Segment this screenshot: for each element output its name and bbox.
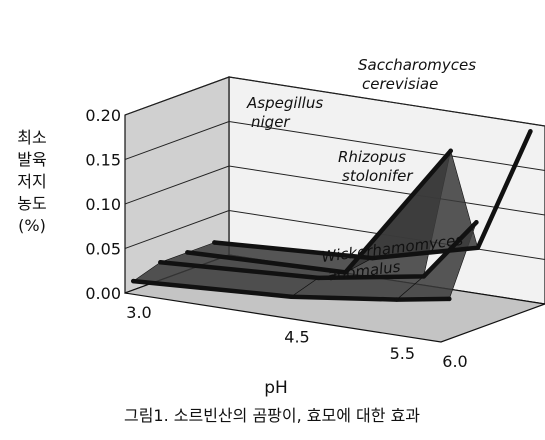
y-tick-label: 0.05: [85, 240, 121, 259]
data-point: [212, 240, 217, 245]
gridline: [124, 76, 545, 127]
data-point: [474, 220, 479, 225]
data-point: [343, 270, 348, 275]
x-tick-label: 6.0: [442, 352, 467, 371]
data-point: [185, 250, 190, 255]
series-label: niger: [251, 113, 290, 131]
x-tick-label: 3.0: [126, 303, 151, 322]
data-point: [289, 294, 294, 299]
y-tick-label: 0.10: [85, 195, 121, 214]
y-tick-label: 0.20: [85, 106, 121, 125]
y-axis-title: (%): [18, 216, 46, 235]
data-point: [528, 129, 533, 134]
data-point: [370, 255, 375, 261]
figure-caption: 그림1. 소르빈산의 곰팡이, 효모에 대한 효과: [124, 406, 420, 425]
data-point: [421, 274, 426, 279]
series-line: [131, 278, 452, 302]
data-point: [394, 297, 399, 302]
data-point: [447, 296, 452, 302]
series-label: Rhizopus: [338, 148, 406, 166]
y-axis-title: 저지: [17, 172, 46, 191]
gridline: [124, 120, 545, 171]
y-axis-title: 농도: [17, 194, 46, 213]
series-label: cerevisiae: [362, 75, 438, 93]
y-axis-title: 발육: [17, 150, 46, 169]
series-line: [212, 129, 533, 261]
data-point: [131, 278, 136, 284]
y-tick-label: 0.15: [85, 151, 121, 170]
x-tick-label: 4.5: [284, 328, 309, 347]
data-point: [316, 275, 321, 281]
data-point: [448, 148, 453, 153]
y-tick-label: 0.00: [85, 284, 121, 303]
series-label: stolonifer: [342, 167, 413, 185]
x-axis-title: pH: [264, 378, 288, 398]
data-point: [475, 245, 480, 250]
series-label: Saccharomyces: [358, 56, 476, 74]
y-axis-title: 최소: [17, 128, 46, 147]
x-tick-label: 5.5: [390, 344, 415, 363]
series-label: Aspegillus: [246, 94, 323, 112]
data-point: [158, 260, 163, 265]
